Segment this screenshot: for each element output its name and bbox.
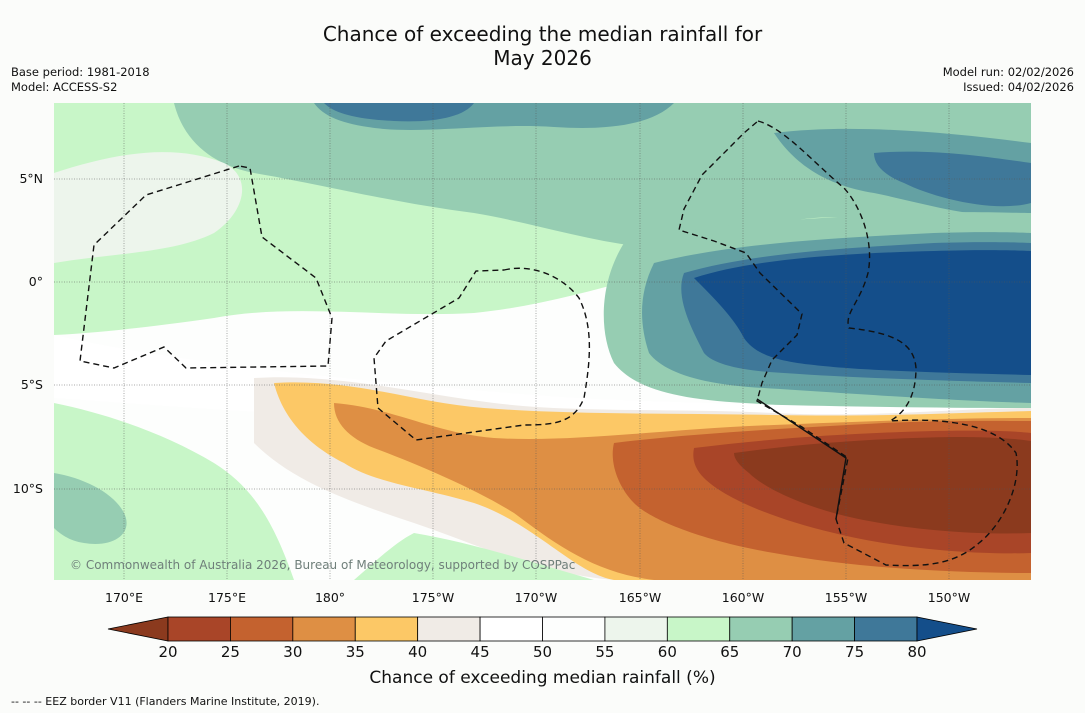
issued-date: Issued: 04/02/2026 — [963, 80, 1074, 94]
lat-label-0: 0° — [28, 274, 43, 289]
colorbar-tick-label: 75 — [845, 643, 865, 661]
copyright-notice: © Commonwealth of Australia 2026, Bureau… — [70, 558, 576, 572]
lon-label-180: 180° — [314, 590, 346, 605]
colorbar — [107, 616, 978, 642]
lon-label-175w: 175°W — [411, 590, 455, 605]
region-sw-teal — [54, 473, 127, 544]
lon-label-170e: 170°E — [104, 590, 144, 605]
colorbar-segment — [666, 616, 731, 642]
region-west-white — [54, 152, 243, 263]
colorbar-segment — [479, 616, 543, 642]
model-name: Model: ACCESS-S2 — [11, 80, 118, 94]
colorbar-segment — [854, 616, 918, 642]
lat-label-10s: 10°S — [12, 481, 43, 496]
rainfall-map — [54, 103, 1031, 580]
colorbar-tick-label: 80 — [907, 643, 927, 661]
meta-right: Model run: 02/02/2026 Issued: 04/02/2026 — [943, 65, 1074, 95]
colorbar-segment — [167, 616, 231, 642]
lon-label-175e: 175°E — [207, 590, 247, 605]
eez-kiribati-phoenix — [373, 267, 591, 441]
colorbar-tick-label: 55 — [595, 643, 615, 661]
colorbar-tick-label: 25 — [220, 643, 240, 661]
title-line-2: May 2026 — [493, 46, 592, 70]
lat-gridlines — [54, 178, 1031, 490]
lon-gridlines — [123, 103, 950, 580]
colorbar-segment — [354, 616, 419, 642]
colorbar-segment — [791, 616, 855, 642]
colorbar-tick-label: 60 — [657, 643, 677, 661]
meta-left: Base period: 1981-2018 Model: ACCESS-S2 — [11, 65, 150, 95]
solid-border-segment — [756, 398, 847, 520]
colorbar-tick-label: 40 — [408, 643, 428, 661]
colorbar-label: Chance of exceeding median rainfall (%) — [369, 668, 716, 688]
colorbar-segment — [729, 616, 793, 642]
colorbar-tick-label: 35 — [345, 643, 365, 661]
eez-kiribati-gilbert — [79, 165, 333, 369]
lon-label-170w: 170°W — [514, 590, 558, 605]
colorbar-tick-label: 20 — [158, 643, 178, 661]
colorbar-extend-low — [107, 616, 169, 642]
region-north-dark — [324, 103, 474, 122]
colorbar-tick-label: 50 — [532, 643, 553, 661]
map-svg — [54, 103, 1031, 580]
colorbar-segment — [604, 616, 668, 642]
colorbar-tick-label: 65 — [720, 643, 740, 661]
region-dry-darkbrown — [734, 437, 1031, 534]
chart-title: Chance of exceeding the median rainfall … — [0, 22, 1085, 70]
colorbar-tick-label: 30 — [283, 643, 303, 661]
region-eq-deepblue — [694, 250, 1031, 375]
colorbar-tick-label: 70 — [782, 643, 802, 661]
base-period: Base period: 1981-2018 — [11, 65, 150, 79]
lon-label-160w: 160°W — [721, 590, 765, 605]
model-run: Model run: 02/02/2026 — [942, 65, 1074, 79]
region-s-green — [354, 533, 594, 580]
lon-label-155w: 155°W — [824, 590, 868, 605]
lat-label-5n: 5°N — [19, 171, 43, 186]
title-line-1: Chance of exceeding the median rainfall … — [322, 22, 763, 46]
colorbar-extend-high — [916, 616, 978, 642]
lon-label-150w: 150°W — [927, 590, 971, 605]
colorbar-segment — [230, 616, 294, 642]
colorbar-segment — [417, 616, 481, 642]
colorbar-segment — [542, 616, 606, 642]
lat-label-5s: 5°S — [20, 377, 43, 392]
colorbar-tick-label: 45 — [470, 643, 490, 661]
eez-footnote: -- -- -- EEZ border V11 (Flanders Marine… — [11, 695, 320, 708]
lon-label-165w: 165°W — [618, 590, 662, 605]
eez-borders — [79, 120, 1018, 567]
colorbar-segment — [292, 616, 356, 642]
